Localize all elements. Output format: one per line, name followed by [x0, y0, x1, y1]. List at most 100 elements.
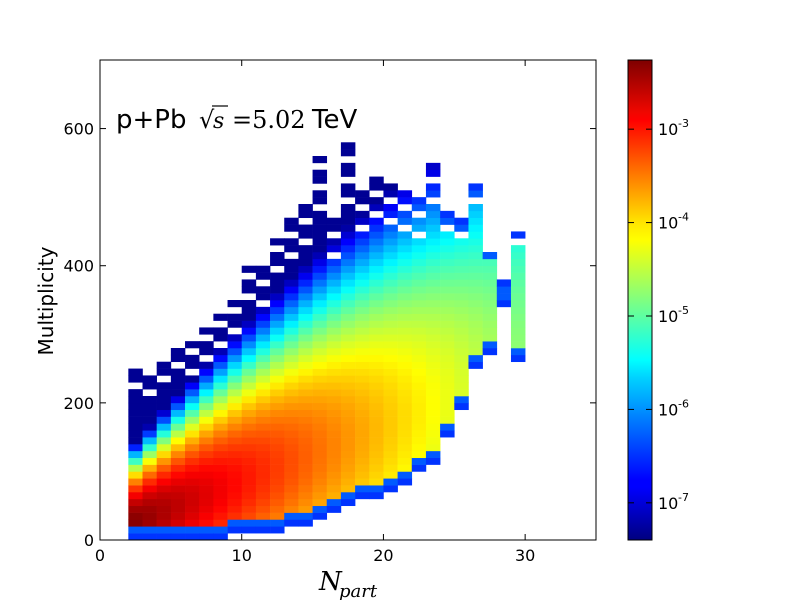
heatmap-cell: [312, 389, 328, 397]
heatmap-cell: [312, 416, 328, 424]
heatmap-cell: [128, 485, 143, 493]
heatmap-cell: [298, 300, 313, 308]
heatmap-cell: [185, 471, 200, 479]
heatmap-cell: [185, 396, 200, 404]
heatmap-cell: [482, 327, 498, 335]
heatmap-cell: [227, 478, 243, 486]
heatmap-cell: [298, 450, 313, 459]
colorbar-ticks: 10-710-610-510-410-3: [628, 117, 689, 513]
heatmap-cell: [241, 498, 257, 507]
heatmap-cell: [298, 512, 313, 520]
heatmap-cell: [128, 409, 143, 417]
heatmap-cell: [156, 423, 172, 431]
heatmap-cell: [440, 402, 455, 411]
heatmap-cell: [355, 272, 370, 280]
heatmap-cell: [255, 498, 271, 507]
heatmap-cell: [298, 210, 313, 219]
heatmap-cell: [241, 430, 257, 438]
heatmap-cell: [326, 341, 342, 349]
heatmap-cell: [199, 368, 214, 376]
heatmap-cell: [170, 402, 186, 411]
heatmap-cell: [298, 368, 313, 376]
heatmap-cell: [355, 361, 370, 369]
heatmap-cell: [284, 286, 299, 294]
heatmap-cell: [284, 505, 299, 513]
heatmap-cell: [156, 450, 172, 459]
heatmap-cell: [468, 183, 483, 191]
colorbar-tick-label-base: 10: [658, 307, 678, 326]
heatmap-cell: [128, 478, 143, 486]
heatmap-cell: [326, 348, 342, 356]
x-axis-label-sub: part: [339, 581, 378, 600]
heatmap-cell: [397, 402, 413, 411]
heatmap-cell: [298, 306, 313, 315]
heatmap-cell: [284, 519, 299, 527]
heatmap-cell: [355, 265, 370, 273]
heatmap-cell: [355, 464, 370, 472]
heatmap-cell: [312, 313, 328, 321]
colorbar-gradient: [628, 60, 652, 540]
heatmap-cell: [284, 450, 299, 459]
heatmap-cell: [397, 334, 413, 342]
y-tick-label: 400: [63, 257, 94, 276]
heatmap-cell: [355, 389, 370, 397]
heatmap-cell: [170, 423, 186, 431]
heatmap-cell: [312, 361, 328, 369]
heatmap-cell: [185, 519, 200, 527]
heatmap-cell: [255, 396, 271, 404]
heatmap-cell: [227, 444, 243, 452]
heatmap-cell: [255, 505, 271, 513]
heatmap-cell: [185, 526, 200, 534]
heatmap-cell: [326, 286, 342, 294]
heatmap-cell: [440, 334, 455, 342]
plot-frame: [99, 59, 597, 541]
heatmap-cell: [383, 437, 398, 445]
heatmap-cell: [185, 423, 200, 431]
heatmap-cell: [142, 450, 157, 459]
colorbar-tick-label-exponent: -5: [678, 304, 689, 317]
heatmap-cell: [397, 327, 413, 335]
axis-ticks: 0 10 20 30 0 200 400 600: [63, 60, 596, 565]
heatmap-cell: [213, 478, 228, 486]
heatmap-cell: [284, 512, 299, 520]
heatmap-cell: [425, 444, 441, 452]
heatmap-cell: [369, 286, 384, 294]
heatmap-cell: [255, 313, 271, 321]
heatmap-cell: [326, 437, 342, 445]
heatmap-cell: [241, 341, 257, 349]
heatmap-cell: [383, 327, 398, 335]
heatmap-cell: [185, 389, 200, 397]
heatmap-cell: [326, 300, 342, 308]
heatmap-cell: [270, 286, 285, 294]
heatmap-cell: [355, 306, 370, 315]
heatmap-cell: [369, 437, 384, 445]
heatmap-cell: [227, 334, 243, 342]
heatmap-cell: [454, 245, 469, 253]
heatmap-cell: [411, 238, 427, 246]
heatmap-cell: [482, 334, 498, 342]
heatmap-cell: [482, 348, 498, 356]
heatmap-cell: [340, 348, 356, 356]
heatmap-cell: [340, 224, 356, 232]
heatmap-cell: [128, 533, 143, 540]
heatmap-cell: [425, 190, 441, 198]
heatmap-cell: [468, 327, 483, 335]
heatmap-cell: [255, 464, 271, 472]
heatmap-cell: [312, 279, 328, 287]
heatmap-cell: [397, 382, 413, 390]
heatmap-cell: [411, 423, 427, 431]
heatmap-cell: [255, 341, 271, 349]
heatmap-cell: [199, 492, 214, 500]
heatmap-cell: [170, 444, 186, 452]
heatmap-cell: [510, 300, 526, 308]
heatmap-cell: [482, 272, 498, 280]
heatmap-cell: [199, 519, 214, 527]
heatmap-cell: [227, 368, 243, 376]
heatmap-cell: [284, 341, 299, 349]
heatmap-cell: [340, 409, 356, 417]
heatmap-cell: [213, 533, 228, 540]
heatmap-cell: [284, 313, 299, 321]
heatmap-cell: [128, 505, 143, 513]
heatmap-cell: [510, 320, 526, 328]
